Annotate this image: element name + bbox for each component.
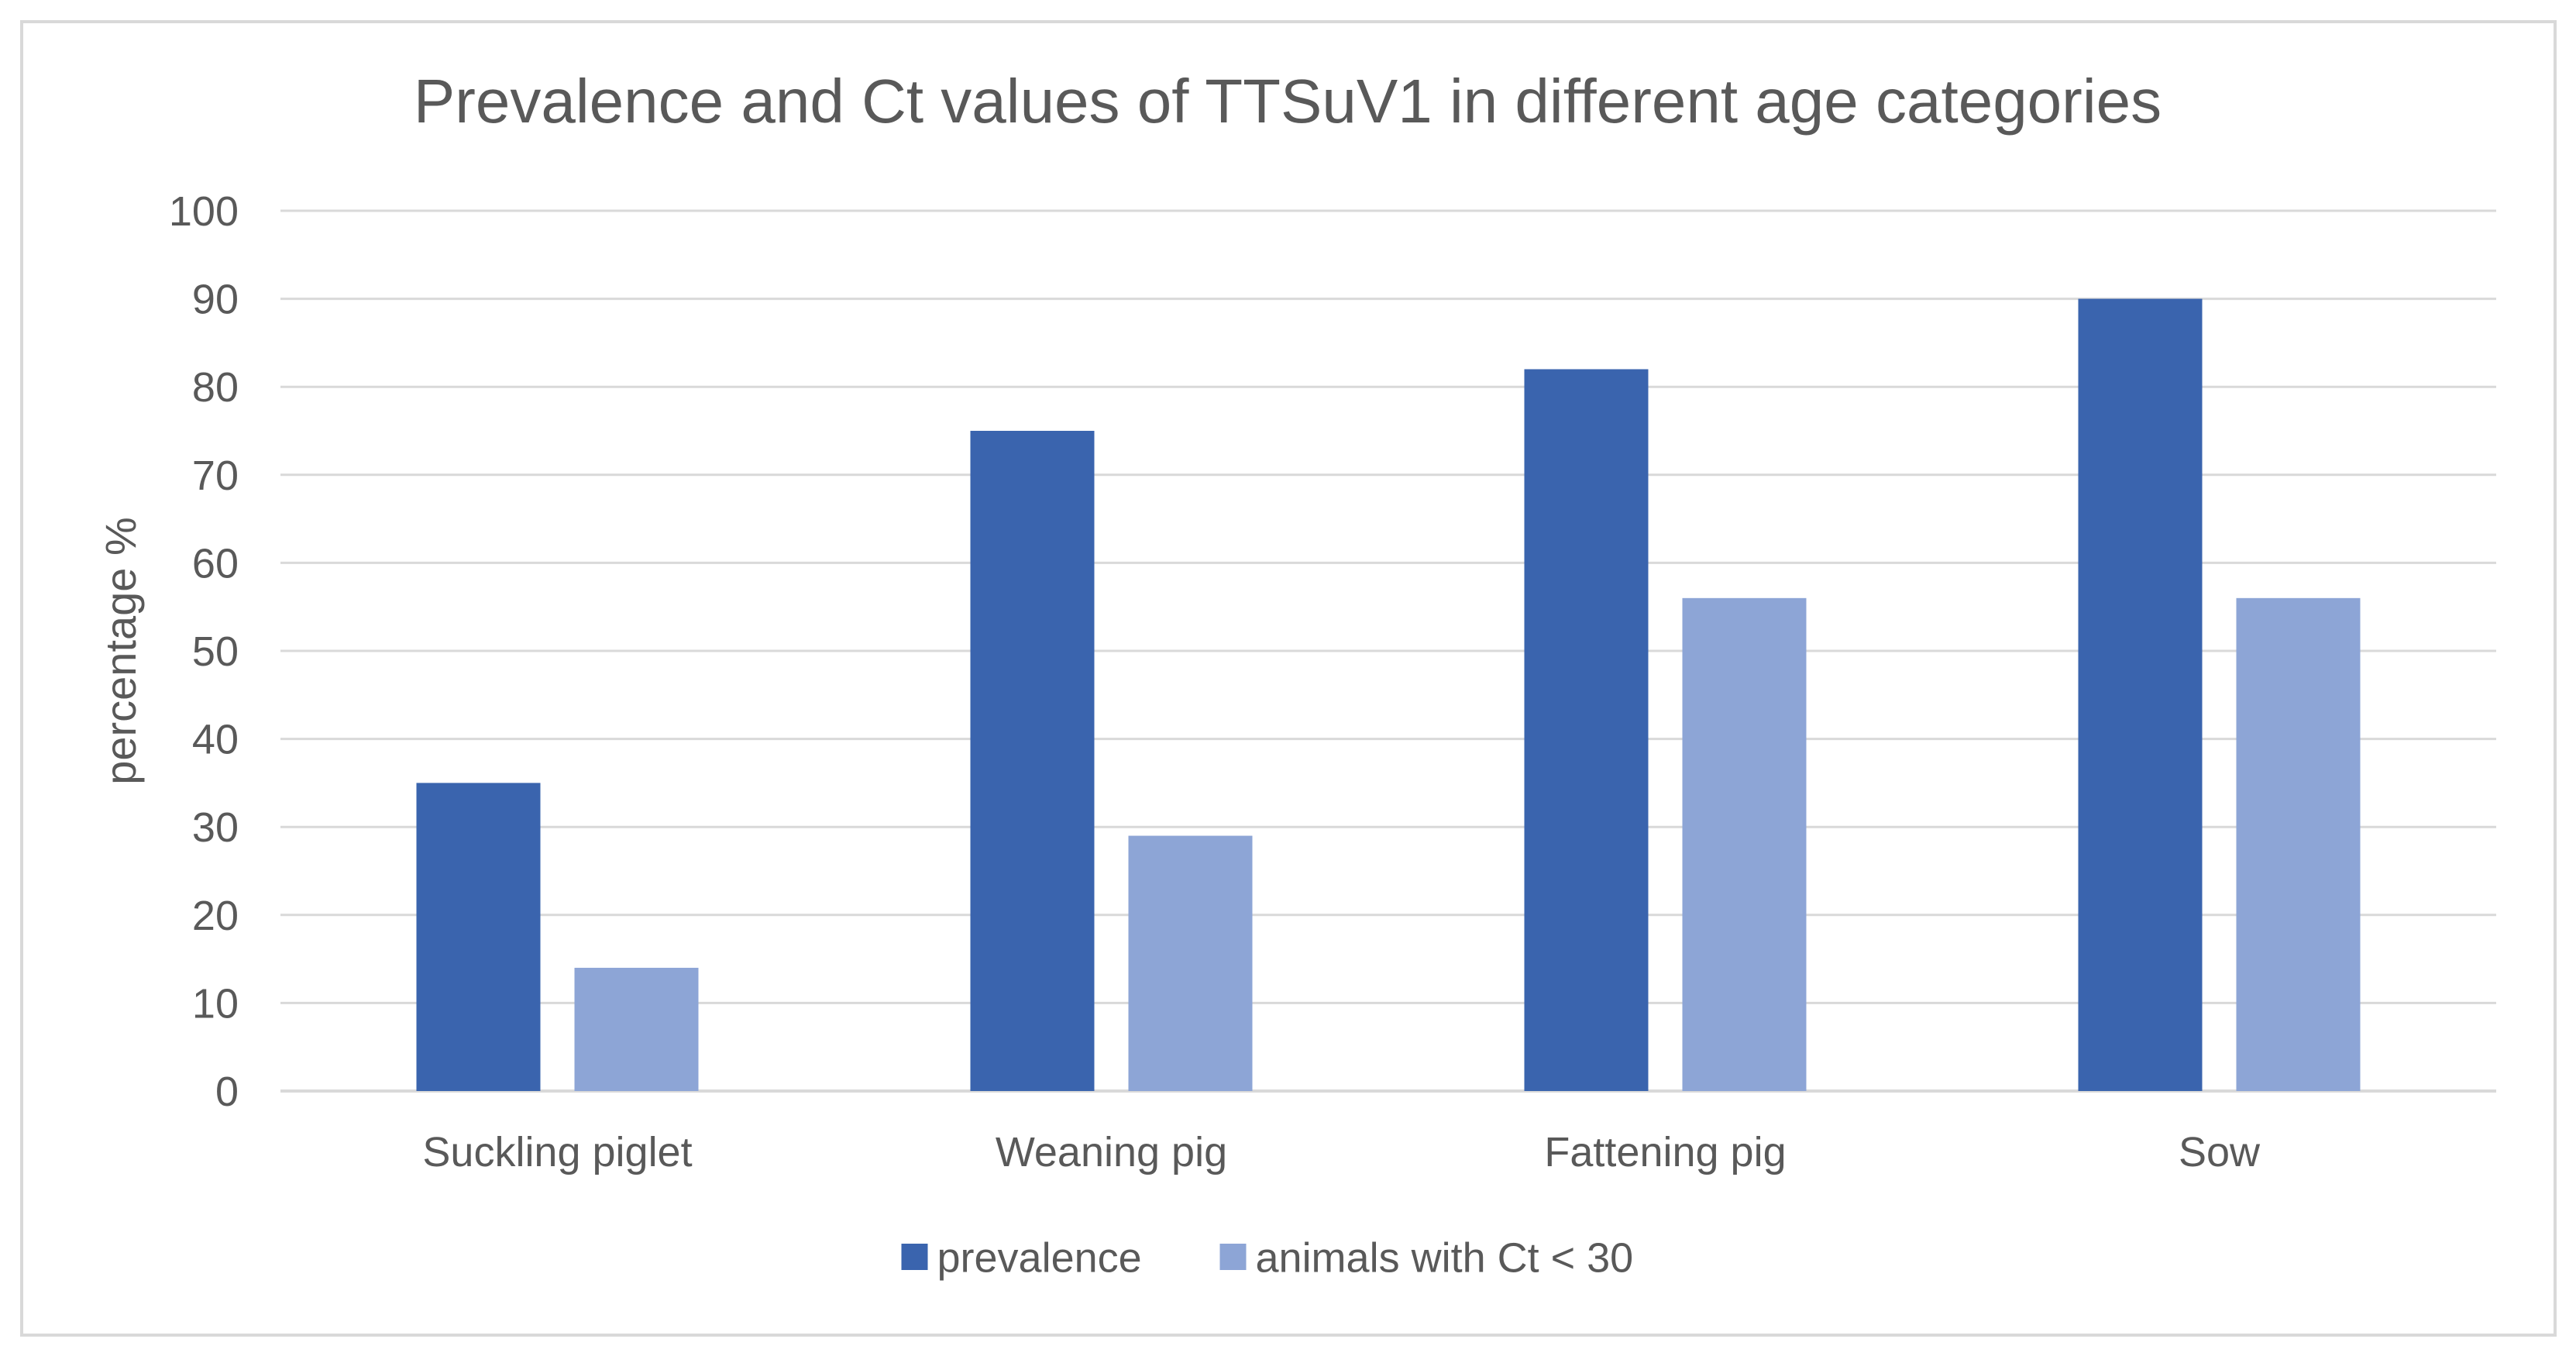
- legend-swatch-animals-with-ct-30: [1219, 1244, 1247, 1270]
- x-axis-tick-labels: Suckling piglet Weaning pig Fattening pig S…: [422, 1129, 2261, 1175]
- y-tick-label-30: 30: [192, 804, 239, 851]
- bar-animals-with-ct-30-fattening-pig: [1682, 597, 1807, 1091]
- bar-animals-with-ct-30-suckling-piglet: [574, 967, 699, 1091]
- bar-prevalence-weaning-pig: [970, 431, 1095, 1091]
- x-tick-label-suckling-piglet: Suckling piglet: [422, 1129, 692, 1175]
- y-tick-label-100: 100: [169, 188, 239, 235]
- bar-animals-with-ct-30-weaning-pig: [1128, 835, 1253, 1091]
- legend: prevalence animals with Ct < 30: [901, 1234, 1634, 1281]
- bars: [416, 298, 2361, 1092]
- x-tick-label-fattening-pig: Fattening pig: [1544, 1129, 1786, 1175]
- y-tick-label-90: 90: [192, 277, 239, 323]
- y-tick-label-60: 60: [192, 540, 239, 587]
- y-axis-label: percentage %: [96, 517, 145, 785]
- legend-swatch-prevalence: [901, 1244, 928, 1270]
- bar-prevalence-sow: [2078, 298, 2203, 1092]
- bar-animals-with-ct-30-sow: [2236, 597, 2361, 1091]
- y-tick-label-10: 10: [192, 980, 239, 1027]
- y-tick-label-70: 70: [192, 453, 239, 499]
- bar-prevalence-fattening-pig: [1524, 369, 1649, 1092]
- x-tick-label-sow: Sow: [2179, 1129, 2261, 1175]
- y-axis-tick-labels: 0 10 20 30 40 50 60 70 80 90 100: [169, 188, 239, 1115]
- y-tick-label-0: 0: [215, 1069, 239, 1115]
- bar-prevalence-suckling-piglet: [416, 783, 541, 1091]
- y-tick-label-80: 80: [192, 364, 239, 411]
- legend-label-prevalence: prevalence: [937, 1234, 1142, 1281]
- legend-label-animals-with-ct-30: animals with Ct < 30: [1256, 1234, 1634, 1281]
- chart-title: Prevalence and Ct values of TTSuV1 in di…: [414, 67, 2162, 136]
- y-tick-label-50: 50: [192, 628, 239, 675]
- y-tick-label-20: 20: [192, 893, 239, 939]
- y-tick-label-40: 40: [192, 717, 239, 763]
- x-tick-label-weaning-pig: Weaning pig: [996, 1129, 1227, 1175]
